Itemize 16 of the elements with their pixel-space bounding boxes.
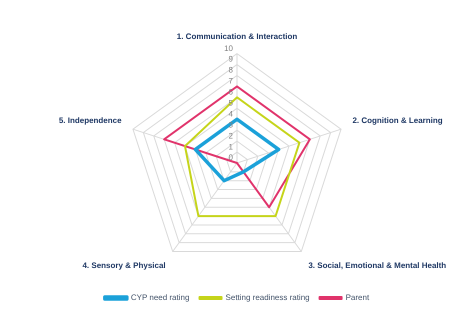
y-tick-label: 8 bbox=[228, 66, 234, 75]
spoke-label: 1. Communication & Interaction bbox=[176, 32, 298, 42]
y-tick-label: 1 bbox=[228, 142, 234, 152]
spoke-label: 4. Sensory & Physical bbox=[82, 261, 166, 270]
y-tick-label: 2 bbox=[228, 131, 234, 140]
y-tick-label: 9 bbox=[228, 54, 234, 64]
y-tick-label: 7 bbox=[228, 76, 234, 86]
y-tick-label: 10 bbox=[224, 44, 234, 53]
spoke-label: 5. Independence bbox=[58, 116, 122, 125]
y-tick-label: 4 bbox=[228, 109, 234, 118]
legend-label: Setting readiness rating bbox=[226, 293, 310, 302]
legend-label: Parent bbox=[346, 293, 370, 302]
spoke-label: 2. Cognition & Learning bbox=[352, 116, 443, 125]
spoke-label: 3. Social, Emotional & Mental Health bbox=[308, 261, 446, 270]
legend-label: CYP need rating bbox=[130, 293, 190, 302]
y-tick-label: 0 bbox=[228, 153, 234, 162]
